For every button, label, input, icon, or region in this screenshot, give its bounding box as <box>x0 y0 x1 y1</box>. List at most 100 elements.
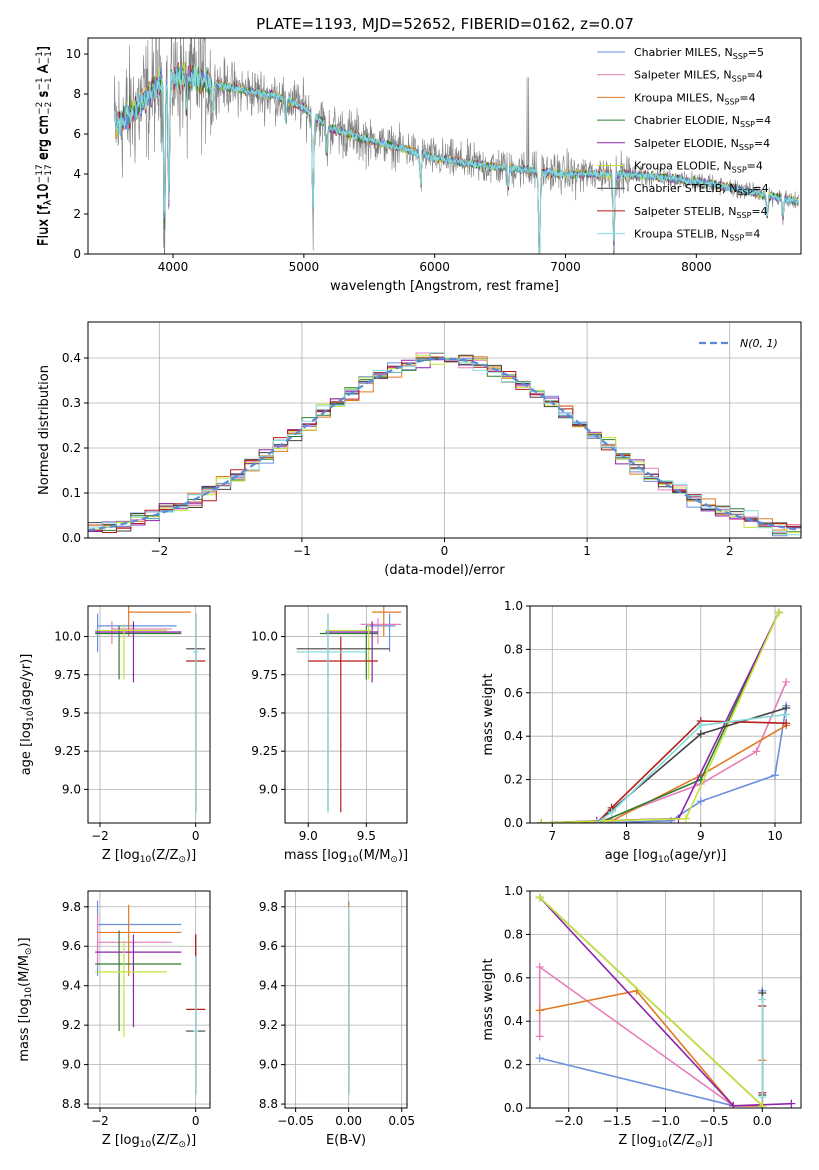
x-tick-label: −1.5 <box>603 1114 632 1128</box>
x-tick-label: 5000 <box>289 260 320 274</box>
axes-frame <box>529 605 802 824</box>
y-tick-label: 9.0 <box>62 1058 81 1072</box>
gaussian-legend-label: N(0, 1) <box>740 337 778 350</box>
histogram-kroupa-stelib-step <box>88 352 801 536</box>
x-axis-label: (data-model)/error <box>384 563 505 578</box>
y-tick-label: 9.2 <box>62 1018 81 1032</box>
plot-area <box>95 606 206 817</box>
label-part: −2 <box>44 102 54 115</box>
legend-label-suffix: =4 <box>755 114 771 127</box>
weight-point-marker <box>729 1101 738 1108</box>
label-part: 10 <box>140 1140 152 1150</box>
label-part: λ <box>44 199 54 205</box>
x-axis-label: Z [log10(Z/Z⊙)] <box>102 1133 196 1150</box>
label-part: Z [log <box>102 1133 140 1148</box>
y-axis-label: Flux [fλ10−17 erg cm−2 s−1 A−1] <box>37 46 54 246</box>
gaussian-reference-curve <box>88 357 799 532</box>
legend-label-main: Chabrier ELODIE, N <box>634 114 740 127</box>
x-tick-label: 0.05 <box>388 1114 415 1128</box>
x-tick-label: 0 <box>192 1114 200 1128</box>
y-axis-label: mass weight <box>481 958 496 1040</box>
legend-label: Salpeter MILES, NSSP=4 <box>634 69 763 84</box>
metallicity-mass-panel: −2 08.89.09.29.49.69.8Z [log10(Z/Z⊙)]mass… <box>17 890 211 1150</box>
axes-frame <box>284 605 408 824</box>
x-axis-label: wavelength [Angstrom, rest frame] <box>330 279 559 294</box>
legend-label-main: Salpeter MILES, N <box>634 69 732 82</box>
legend-label: Salpeter STELIB, NSSP=4 <box>634 205 768 220</box>
y-tick-label: 9.25 <box>251 744 278 758</box>
legend-label-suffix: =4 <box>751 205 767 218</box>
weight-point-marker <box>607 808 616 817</box>
legend-label-sub: SSP <box>739 143 754 152</box>
weight-point-marker <box>782 677 791 686</box>
figure-title: PLATE=1193, MJD=52652, FIBERID=0162, z=0… <box>256 15 634 33</box>
y-axis-label: mass weight <box>481 673 496 755</box>
label-part: A <box>37 64 52 77</box>
x-axis-label: Z [log10(Z/Z⊙)] <box>102 848 196 865</box>
y-tick-label: 1.0 <box>504 599 523 613</box>
legend-label-main: Kroupa STELIB, N <box>634 228 729 241</box>
mass-age-panel: 9.0 9.5 9.0 9.25 9.5 9.75 10.0 mass [log10(M/M⊙… <box>251 605 408 865</box>
label-part: ] <box>37 46 52 51</box>
legend-label-main: Kroupa MILES, N <box>634 91 724 104</box>
x-tick-label: 7000 <box>550 260 581 274</box>
x-tick-label: 8 <box>623 829 631 843</box>
y-tick-label: 0.0 <box>504 1101 523 1115</box>
metallicity-weight-panel: −2.0 −1.5 −1.0 −0.5 0.0 0.0 0.2 0.4 0.6 0.8 1.0 Z [… <box>481 884 802 1150</box>
weight-series-line <box>596 713 787 823</box>
y-tick-label: 9.4 <box>259 979 278 993</box>
label-part: 10 <box>656 1140 668 1150</box>
y-tick-label: 9.5 <box>62 706 81 720</box>
label-part: 10 <box>26 710 36 722</box>
legend-label-main: Chabrier MILES, N <box>634 46 733 59</box>
weight-point-marker <box>535 1006 544 1015</box>
y-tick-label: 8.8 <box>62 1097 81 1111</box>
spectrum-panel: 4000 5000 6000 7000 8000 0 2 4 6 8 10 wavelength [A… <box>35 37 802 294</box>
x-axis-label: Z [log10(Z/Z⊙)] <box>618 1133 712 1150</box>
legend-label-sub: SSP <box>738 188 753 197</box>
label-part: 10 <box>24 987 34 999</box>
weight-point-marker <box>535 1032 544 1041</box>
reddening-mass-panel: −0.05 0.00 0.05 8.8 9.0 9.2 9.4 9.6 9.8 E(B-V) <box>259 890 415 1148</box>
y-tick-label: 9.6 <box>259 939 278 953</box>
x-tick-label: 8000 <box>681 260 712 274</box>
label-part: −2 <box>35 102 45 115</box>
y-tick-label: 0.4 <box>62 351 81 365</box>
label-part: −1 <box>35 77 45 90</box>
y-tick-label: 9.0 <box>259 782 278 796</box>
x-tick-label: −1 <box>293 544 311 558</box>
legend-label-suffix: =4 <box>739 91 755 104</box>
y-tick-label: 0.6 <box>504 971 523 985</box>
legend-label: Kroupa MILES, NSSP=4 <box>634 91 756 106</box>
label-part: 10 <box>658 855 670 865</box>
label-part: ⊙ <box>178 855 186 865</box>
label-part: ⊙ <box>178 1140 186 1150</box>
plot-area <box>95 900 206 1097</box>
label-part: age [log <box>19 722 34 775</box>
x-axis-label: mass [log10(M/M⊙)] <box>284 848 408 865</box>
label-part: 10 <box>37 183 52 200</box>
model-spectrum-kroupa-stelib-line <box>115 63 799 254</box>
label-part: mass [log <box>284 848 347 863</box>
legend-label-suffix: =4 <box>747 69 763 82</box>
plot-area <box>88 352 801 537</box>
x-tick-label: 0.00 <box>335 1114 362 1128</box>
x-tick-label: 0 <box>192 829 200 843</box>
x-tick-label: 9 <box>697 829 705 843</box>
y-tick-label: 8.8 <box>259 1097 278 1111</box>
weight-point-marker <box>696 730 705 739</box>
y-tick-label: 0.2 <box>504 773 523 787</box>
label-part: (age/yr)] <box>19 654 34 711</box>
weight-point-marker <box>681 814 690 823</box>
legend-label-sub: SSP <box>736 211 751 220</box>
label-part: s <box>37 90 52 101</box>
y-tick-label: 6 <box>73 127 81 141</box>
y-axis-label: Flux [fλ10−17 erg cm−2 s−1 A−1] <box>35 46 53 246</box>
y-tick-label: 10.0 <box>251 630 278 644</box>
label-part: −1 <box>35 51 45 64</box>
weight-point-marker <box>787 1099 796 1108</box>
legend-label-suffix: =4 <box>747 160 763 173</box>
y-tick-label: 9.0 <box>62 782 81 796</box>
